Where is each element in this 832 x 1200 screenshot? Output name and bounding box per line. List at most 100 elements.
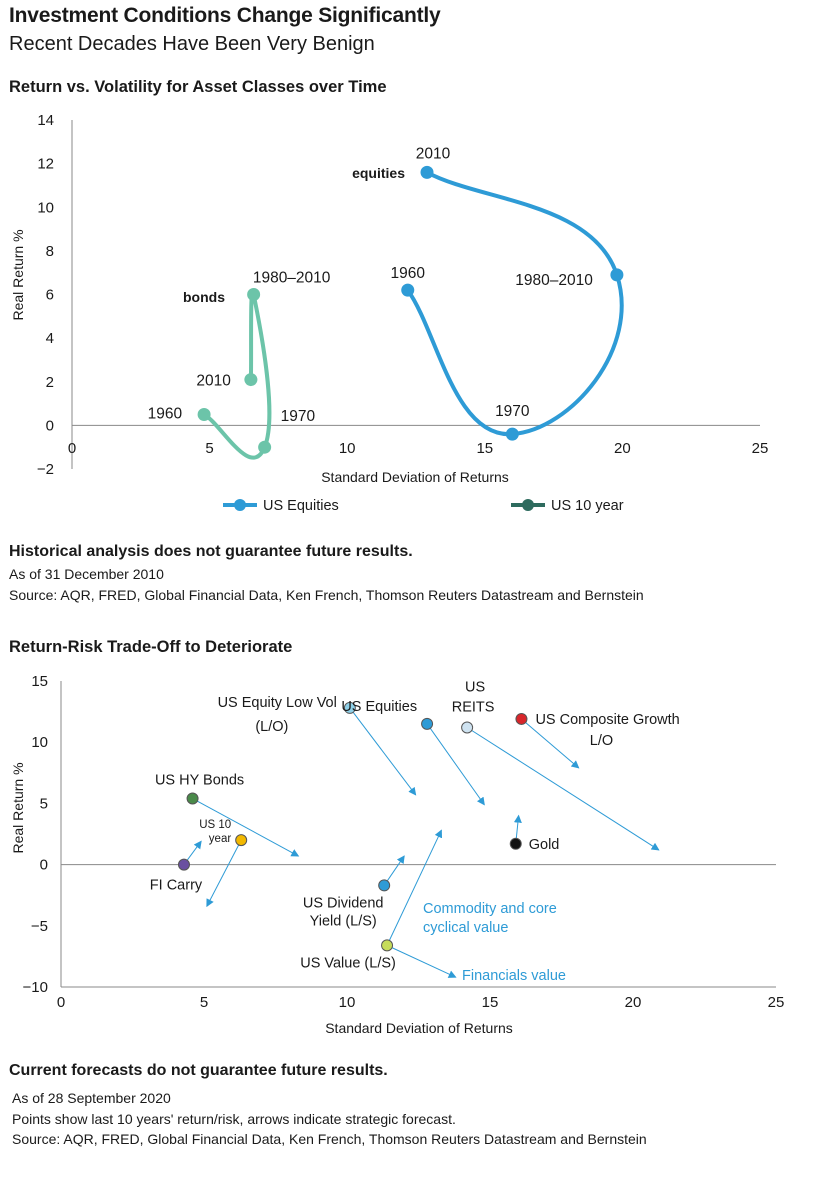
point-label-line: US Value (L/S) [300,955,396,971]
data-point [247,288,261,301]
x-tick-label: 5 [200,994,208,1011]
point-label: 2010 [416,145,451,162]
y-tick-label: −2 [37,461,54,478]
point-label-line: US HY Bonds [155,773,244,789]
y-tick-label: 0 [46,417,54,434]
data-point [378,879,391,892]
chart2-source: Source: AQR, FRED, Global Financial Data… [12,1131,647,1147]
data-point [186,792,199,805]
point-label: US Equities [341,699,417,715]
y-tick-label: 15 [31,673,48,690]
x-tick-label: 0 [68,440,76,457]
annotation-line: Commodity and core [423,901,557,917]
chart2-as-of: As of 28 September 2020 [12,1090,171,1106]
x-tick-label: 0 [57,994,65,1011]
series-group-label: bonds [183,289,225,305]
y-tick-label: 4 [46,330,54,347]
y-tick-label: 8 [46,243,54,260]
data-point [401,283,415,297]
point-label-line: US Equities [341,699,417,715]
data-point [244,373,258,387]
annotation-financials: Financials value [462,968,566,984]
page-subtitle: Recent Decades Have Been Very Benign [9,33,375,55]
data-point [381,939,394,952]
y-tick-label: 12 [37,156,54,173]
chart2-title: Return-Risk Trade-Off to Deteriorate [9,638,293,656]
point-label-line: FI Carry [150,878,203,894]
point-label-line: US [465,680,485,696]
legend-label: US 10 year [551,498,624,514]
series-group-label: equities [352,165,405,181]
data-point [509,837,522,850]
data-point [421,717,434,730]
chart1-disclaimer: Historical analysis does not guarantee f… [9,543,413,560]
x-tick-label: 20 [625,994,642,1011]
x-tick-label: 10 [339,994,356,1011]
x-tick-label: 5 [205,440,213,457]
point-label: 1970 [495,403,530,420]
point-label: 1980–2010 [253,270,331,287]
chart1-svg: −2 0 2 4 6 8 10 12 14 0 5 10 15 20 25 Standard Deviatio… [10,112,769,514]
point-label-line: US Composite Growth [535,712,679,728]
point-label: US 10 year [199,819,231,845]
data-point [420,165,434,179]
forecast-arrow [521,718,580,769]
y-tick-label: 10 [31,734,48,751]
forecast-arrow [386,829,443,946]
point-label: US Equity Low Vol (L/O) [218,695,337,735]
y-tick-label: −5 [31,918,48,935]
forecast-arrow [426,723,485,806]
chart1-source: Source: AQR, FRED, Global Financial Data… [9,587,644,603]
point-label-line: US 10 [199,819,231,831]
point-label-line: REITS [452,700,495,716]
y-tick-label: 5 [40,795,48,812]
x-axis-label: Standard Deviation of Returns [325,1020,513,1036]
point-label: 1970 [281,408,316,425]
data-point [461,721,474,734]
data-point [258,440,272,454]
legend-swatch-marker [522,499,534,511]
point-label: 1960 [148,405,183,422]
chart1-title: Return vs. Volatility for Asset Classes … [9,78,387,96]
y-axis-label: Real Return % [10,229,26,320]
point-label: US HY Bonds [155,773,244,789]
x-tick-label: 25 [768,994,785,1011]
x-tick-label: 15 [482,994,499,1011]
data-point [343,701,356,714]
x-tick-label: 10 [339,440,356,457]
forecast-arrow [206,839,242,908]
y-tick-label: −10 [23,979,48,996]
y-tick-label: 10 [37,199,54,216]
legend-swatch-marker [234,499,246,511]
point-label-line: L/O [590,733,613,749]
point-label-line: year [209,833,232,845]
annotation-line: cyclical value [423,920,508,936]
data-point [505,427,519,441]
data-point [177,858,190,871]
point-label: 2010 [196,373,231,390]
point-label: Gold [529,837,560,853]
page-title: Investment Conditions Change Significant… [9,4,441,27]
x-tick-label: 25 [752,440,769,457]
y-tick-label: 0 [40,857,48,874]
data-point [235,834,248,847]
forecast-arrow-extra [386,944,457,978]
series-line-us-10-year [202,289,272,460]
series-line-us-equities [405,170,624,437]
y-tick-label: 6 [46,287,54,304]
point-label-line: Gold [529,837,560,853]
y-axis-label: Real Return % [10,762,26,853]
point-label: FI Carry [150,878,203,894]
point-label-line: US Equity Low Vol [218,695,337,711]
point-label-line: US Dividend [303,895,384,911]
point-label: US Composite Growth L/O [535,712,679,749]
forecast-arrow [349,707,417,796]
forecast-arrow [192,798,300,857]
point-label-line: Yield (L/S) [310,913,377,929]
x-axis-label: Standard Deviation of Returns [321,469,509,485]
legend-label: US Equities [263,498,339,514]
annotation-commodity: Commodity and core cyclical value [423,901,557,936]
chart2-method-note: Points show last 10 years' return/risk, … [12,1111,456,1127]
y-tick-label: 2 [46,374,54,391]
x-tick-label: 15 [476,440,493,457]
